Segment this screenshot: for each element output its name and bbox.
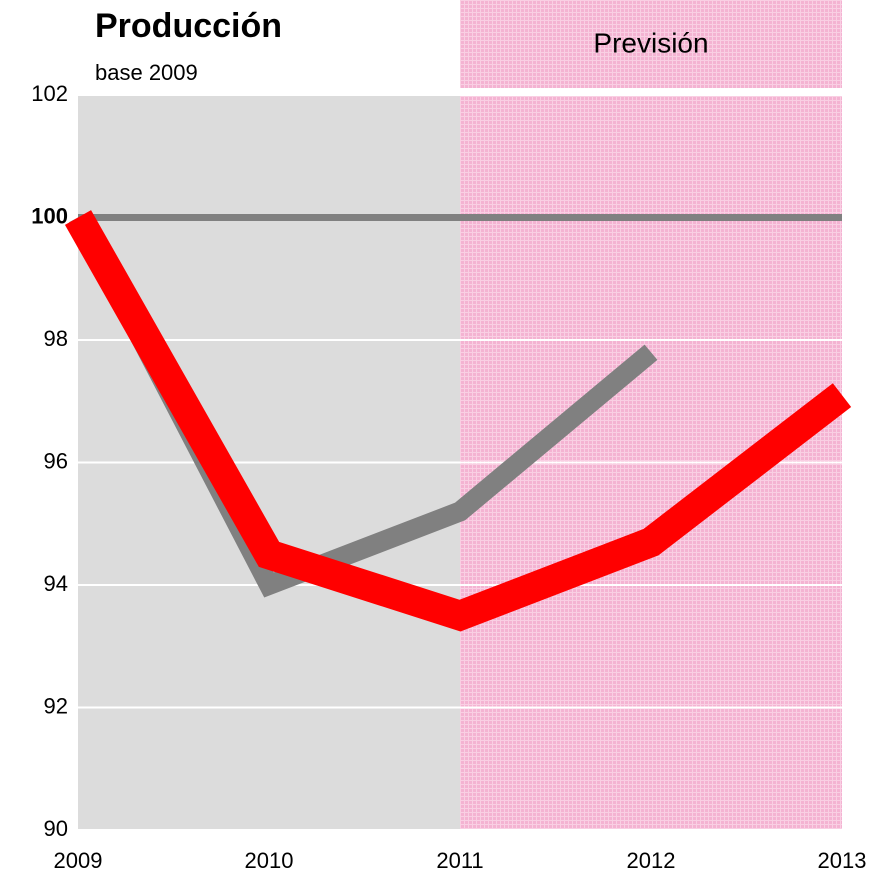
y-tick-label: 96 (44, 448, 68, 473)
annotation-label: Previsión (593, 27, 708, 58)
x-tick-label: 2010 (245, 848, 294, 873)
y-tick-label: 94 (44, 571, 68, 596)
chart-subtitle: base 2009 (95, 60, 198, 85)
series-line (64, 210, 852, 632)
forecast-header (460, 0, 842, 88)
x-tick-label: 2012 (627, 848, 676, 873)
y-tick-label: 102 (31, 81, 68, 106)
x-tick-label: 2013 (818, 848, 867, 873)
y-tick-label: 92 (44, 693, 68, 718)
chart-title: Producción (95, 7, 282, 45)
y-tick-label: 98 (44, 326, 68, 351)
x-tick-label: 2009 (54, 848, 103, 873)
x-tick-label: 2011 (436, 848, 483, 873)
y-tick-label: 100 (31, 203, 68, 228)
y-tick-label: 90 (44, 816, 68, 841)
